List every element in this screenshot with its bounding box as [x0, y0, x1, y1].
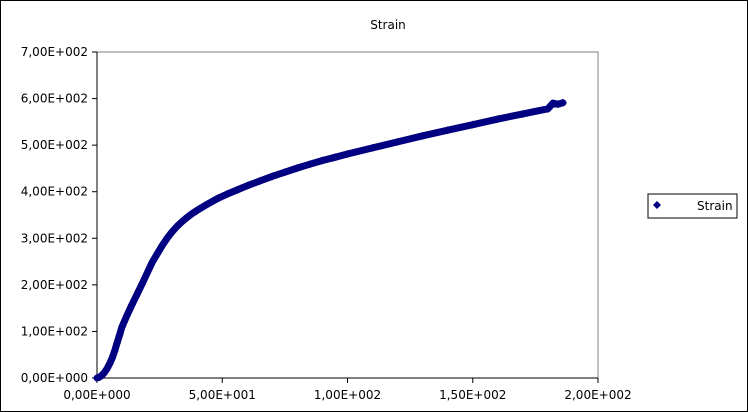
x-tick-label: 2,00E+002 [564, 388, 631, 402]
y-tick-label: 1,00E+002 [21, 324, 88, 338]
data-point [138, 279, 147, 288]
data-point [543, 104, 552, 113]
legend-marker-diamond-icon [653, 201, 661, 209]
data-point [280, 168, 289, 177]
x-tick-label: 1,00E+002 [314, 388, 381, 402]
data-point [548, 99, 557, 108]
data-point [110, 347, 119, 356]
data-point [193, 206, 202, 215]
data-point [168, 227, 177, 236]
y-tick-label: 5,00E+002 [21, 138, 88, 152]
y-axis: 0,00E+000 1,00E+002 2,00E+002 3,00E+002 4,00… [21, 45, 98, 385]
data-point [255, 177, 264, 186]
data-point [173, 222, 182, 231]
data-point [188, 209, 197, 218]
data-point [203, 200, 212, 209]
legend-box [647, 193, 738, 219]
y-tick-label: 0,00E+000 [21, 371, 88, 385]
data-point [318, 156, 327, 165]
y-tick-label: 6,00E+002 [21, 92, 88, 106]
data-point [153, 250, 162, 259]
data-point [293, 163, 302, 172]
series-strain [93, 98, 567, 382]
data-point [233, 185, 242, 194]
data-point [330, 153, 339, 162]
data-point [115, 331, 124, 340]
chart-title: Strain [370, 18, 406, 32]
data-point [113, 339, 122, 348]
data-point [123, 311, 132, 320]
data-point [305, 160, 314, 169]
data-point [468, 120, 477, 129]
data-point [128, 300, 137, 309]
x-tick-label: 1,50E+002 [439, 388, 506, 402]
x-tick-label: 0,00E+000 [63, 388, 130, 402]
data-point [243, 181, 252, 190]
data-point [368, 143, 377, 152]
data-point [118, 322, 127, 331]
data-point [518, 109, 527, 118]
data-point [393, 137, 402, 146]
data-point [143, 269, 152, 278]
data-point [158, 241, 167, 250]
data-point [443, 126, 452, 135]
data-point [133, 290, 142, 299]
y-tick-label: 4,00E+002 [21, 185, 88, 199]
data-point [268, 172, 277, 181]
data-point [558, 98, 567, 107]
data-point [178, 217, 187, 226]
y-tick-label: 7,00E+002 [21, 45, 88, 59]
data-point [223, 190, 232, 199]
data-point [343, 149, 352, 158]
y-tick-label: 3,00E+002 [21, 231, 88, 245]
data-point [105, 360, 114, 369]
x-tick-label: 5,00E+001 [189, 388, 256, 402]
data-point [493, 115, 502, 124]
legend: Strain [647, 193, 738, 219]
data-point [213, 194, 222, 203]
data-point [418, 131, 427, 140]
x-axis: 0,00E+000 5,00E+001 1,00E+002 1,50E+002 2,00… [63, 377, 632, 402]
plot-area [96, 51, 599, 379]
data-point [183, 213, 192, 222]
y-tick-label: 2,00E+002 [21, 278, 88, 292]
data-point [108, 354, 117, 363]
data-point [148, 258, 157, 267]
data-point [163, 234, 172, 243]
legend-label-strain: Strain [697, 199, 733, 213]
